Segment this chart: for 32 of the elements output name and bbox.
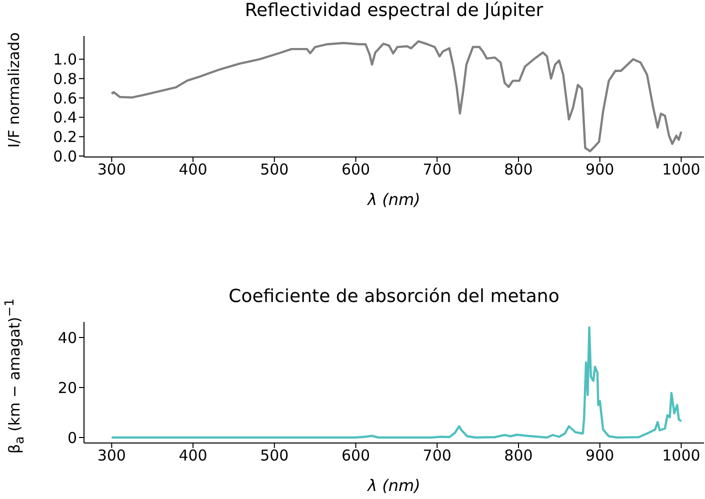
x-tick-label: 300 <box>97 160 126 179</box>
x-tick-label: 1000 <box>662 160 700 179</box>
x-axis-title: λ (nm) <box>366 190 422 209</box>
x-tick-label: 800 <box>504 160 533 179</box>
chart-title: Reflectividad espectral de Júpiter <box>244 0 544 21</box>
x-tick-label: 400 <box>178 160 208 179</box>
y-tick-label: 0.0 <box>53 147 77 166</box>
y-tick-label: 0 <box>67 428 77 447</box>
y-tick-label: 1.0 <box>53 50 77 69</box>
line-series <box>110 326 682 439</box>
x-tick-label: 1000 <box>662 446 700 465</box>
y-tick-label: 20 <box>58 378 77 397</box>
x-axis-title: λ (nm) <box>366 476 422 495</box>
y-axis-title: I/F normalizado <box>5 32 23 148</box>
x-tick-label: 700 <box>422 160 452 179</box>
y-tick-label: 0.4 <box>53 108 77 127</box>
line-series <box>110 40 682 152</box>
x-tick-label: 500 <box>260 446 289 465</box>
chart-title: Coeficiente de absorción del metano <box>228 286 560 307</box>
x-tick-label: 400 <box>178 446 208 465</box>
x-tick-label: 600 <box>341 446 370 465</box>
x-tick-label: 700 <box>422 446 452 465</box>
y-tick-label: 0.8 <box>53 70 77 88</box>
x-tick-label: 900 <box>586 446 614 465</box>
x-tick-label: 800 <box>504 446 533 465</box>
x-tick-label: 300 <box>97 446 126 465</box>
x-tick-label: 900 <box>586 160 614 179</box>
x-tick-label: 600 <box>341 160 370 179</box>
y-tick-label: 40 <box>58 328 77 347</box>
y-tick-label: 0.6 <box>53 89 77 108</box>
x-tick-label: 500 <box>260 160 289 179</box>
y-tick-label: 0.2 <box>53 128 77 146</box>
